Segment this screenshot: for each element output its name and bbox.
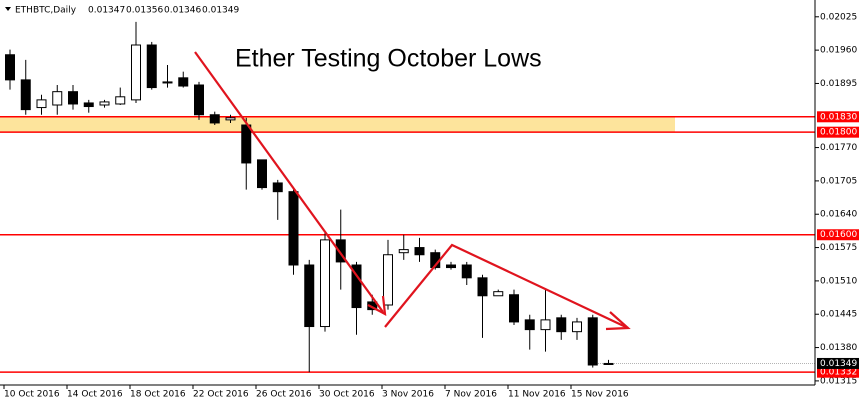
candle-body	[146, 44, 157, 89]
x-tick-label: 26 Oct 2016	[256, 390, 312, 400]
level-label-box	[817, 366, 859, 378]
y-tick-label: 0.02025	[820, 12, 857, 22]
level-label-box	[817, 126, 859, 138]
x-tick-label: 11 Nov 2016	[508, 390, 566, 400]
header-low: 0.01346	[164, 6, 201, 16]
arrow-head	[605, 311, 631, 331]
candle-body	[461, 264, 472, 279]
chart-title: Ether Testing October Lows	[235, 45, 542, 73]
candle-body	[603, 362, 614, 365]
y-tick-label: 0.01445	[820, 310, 857, 320]
candle-body	[194, 84, 204, 116]
candle-body	[257, 159, 267, 189]
candle-body	[178, 77, 189, 87]
x-tick-label: 22 Oct 2016	[193, 390, 249, 400]
price-label-box	[817, 357, 859, 369]
candle-body	[398, 249, 409, 254]
candle-body	[524, 319, 535, 331]
candle-body	[572, 321, 582, 333]
candle-body	[209, 114, 220, 124]
level-label: 0.01800	[820, 128, 857, 138]
candle-body	[540, 319, 551, 331]
candle-body	[556, 317, 567, 333]
x-tick-label: 10 Oct 2016	[4, 390, 60, 400]
candle-body	[68, 91, 78, 105]
zone	[0, 116, 675, 133]
level-label: 0.01830	[820, 112, 857, 122]
candle-body	[446, 264, 456, 269]
header: ETHBTC,Daily 0.01347 0.01356 0.01346 0.0…	[5, 6, 239, 16]
candle-body	[162, 81, 173, 84]
x-tick-label: 7 Nov 2016	[445, 390, 497, 400]
y-tick-label: 0.01380	[820, 343, 857, 353]
candle-body	[509, 294, 519, 323]
header-close: 0.01349	[202, 6, 239, 16]
x-tick-label: 15 Nov 2016	[571, 390, 629, 400]
candle-body	[320, 239, 330, 328]
candle-body	[20, 79, 31, 111]
candle-body	[99, 101, 110, 106]
candle-body	[115, 96, 126, 105]
candle-body	[477, 277, 488, 297]
trend-arrows	[194, 51, 631, 331]
candle-body	[587, 317, 598, 366]
y-tick-label: 0.01315	[820, 376, 857, 386]
y-tick-label: 0.01895	[820, 79, 857, 89]
header-icon	[5, 7, 11, 11]
y-tick-label: 0.01640	[820, 210, 857, 220]
header-open: 0.01347	[88, 6, 125, 16]
y-tick-label: 0.01510	[820, 276, 857, 286]
x-tick-label: 30 Oct 2016	[319, 390, 375, 400]
price-label: 0.01349	[820, 359, 857, 369]
candle-body	[225, 117, 236, 121]
x-tick-label: 18 Oct 2016	[130, 390, 186, 400]
header-high: 0.01356	[126, 6, 163, 16]
x-tick-label: 14 Oct 2016	[67, 390, 123, 400]
candle-body	[493, 291, 504, 297]
candle-body	[414, 247, 425, 256]
candle-body	[83, 102, 94, 108]
candle-body	[383, 254, 393, 306]
y-tick-label: 0.01770	[820, 143, 857, 153]
candle-body	[52, 91, 63, 106]
candle-body	[131, 44, 141, 101]
y-tick-label: 0.01705	[820, 176, 857, 186]
arrow-line	[194, 51, 384, 313]
candle-body	[335, 239, 346, 263]
level-label-box	[817, 229, 859, 241]
level-label: 0.01600	[820, 230, 857, 240]
level-label: 0.01332	[820, 368, 857, 378]
y-tick-label: 0.01575	[820, 243, 857, 253]
symbol: ETHBTC,Daily	[15, 6, 77, 16]
arrow-head	[367, 295, 387, 316]
candle-body	[36, 99, 47, 109]
candle-body	[5, 54, 15, 81]
x-tick-label: 3 Nov 2016	[382, 390, 434, 400]
candle-body	[304, 264, 315, 328]
arrow-line	[384, 243, 629, 329]
candle-body	[351, 264, 362, 309]
level-label-box	[817, 111, 859, 123]
candle-body	[241, 124, 252, 164]
candle-body	[272, 182, 283, 193]
y-tick-label: 0.01960	[820, 46, 857, 56]
candle-body	[288, 191, 299, 266]
